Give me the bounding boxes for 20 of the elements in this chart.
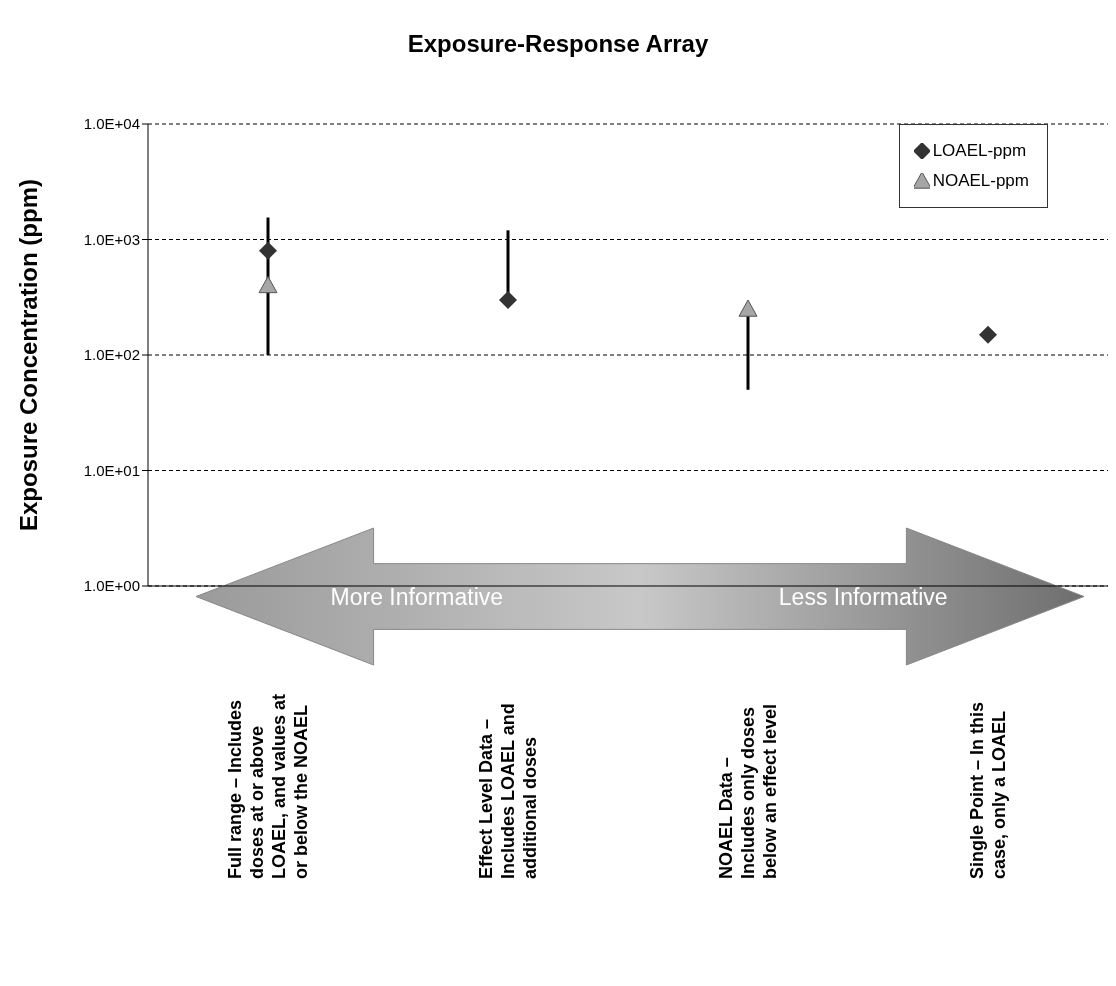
point — [259, 241, 277, 260]
chart-title: Exposure-Response Array — [406, 30, 710, 59]
y-tick-label: 1.0E+04 — [83, 115, 140, 133]
point — [499, 290, 517, 309]
legend-label: NOAEL-ppm — [932, 171, 1029, 191]
y-tick-label: 1.0E+00 — [83, 577, 140, 595]
x-tick-label: Full range – Includes doses at or above LOAEL, and values at or below the NOAEL — [225, 693, 311, 879]
annotation: More Informative — [330, 583, 504, 610]
point — [979, 325, 997, 344]
x-tick-label: Single Point – In this case, only a LOAEL — [967, 701, 1009, 879]
point — [258, 275, 278, 294]
y-tick-label: 1.0E+02 — [83, 346, 140, 364]
x-tick-label: NOAEL Data – Includes only doses below an effect level — [716, 703, 780, 879]
y-tick-label: 1.0E+03 — [83, 230, 140, 248]
y-axis-title: Exposure Concentration (ppm) — [14, 178, 42, 532]
x-tick-label: Effect Level Data – Includes LOAEL and additional doses — [476, 703, 540, 879]
y-tick-label: 1.0E+01 — [83, 461, 140, 479]
annotation: Less Informative — [778, 583, 948, 610]
point — [738, 299, 758, 317]
legend-label: LOAEL-ppm — [932, 141, 1027, 161]
